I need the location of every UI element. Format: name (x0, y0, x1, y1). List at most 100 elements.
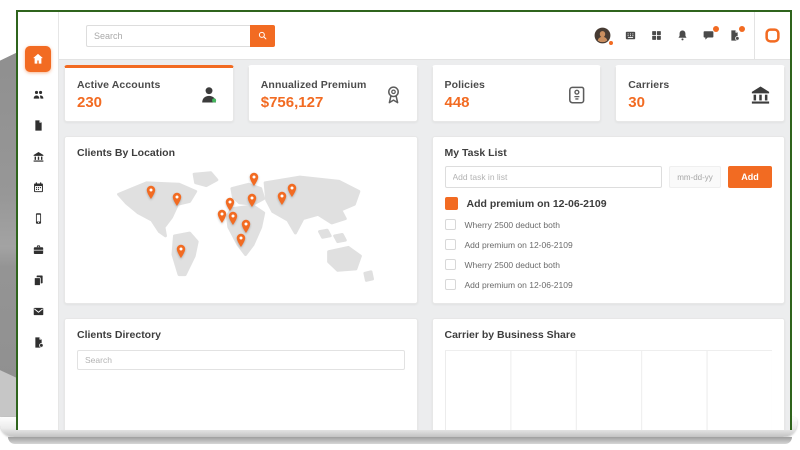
panel-title: Clients By Location (77, 147, 176, 159)
pin-icon (248, 172, 260, 187)
home-icon (31, 52, 45, 66)
notification-badge (713, 26, 719, 32)
pin-icon (227, 211, 239, 226)
panel-title: My Task List (444, 147, 507, 159)
pin-icon (286, 183, 298, 198)
topbar-notifications-button[interactable] (675, 28, 690, 43)
avatar-badge (608, 40, 614, 46)
sidebar-item-copies[interactable] (25, 271, 51, 289)
stat-value: 448 (444, 93, 470, 111)
pin-icon (145, 185, 157, 200)
phone-icon (32, 212, 45, 225)
scroll-icon (565, 83, 588, 106)
task-label: Add premium on 12-06-2109 (464, 239, 573, 250)
task-checkbox[interactable] (444, 197, 458, 210)
notification-badge (739, 26, 745, 32)
sidebar-item-business[interactable] (25, 240, 51, 258)
task-checkbox[interactable] (444, 219, 456, 230)
users-icon (32, 88, 45, 101)
laptop-base-shadow (8, 437, 792, 444)
sidebar-item-reports[interactable] (25, 333, 51, 351)
add-task-button[interactable]: Add (728, 166, 772, 188)
bottom-row: Clients Directory Carrier by Business Sh… (64, 318, 785, 430)
dashboard-content: Active Accounts 230 Annualized Premium $… (59, 60, 790, 430)
topbar-pending-docs-button[interactable] (727, 26, 745, 43)
task-item: Wherry 2500 deduct both (444, 219, 773, 230)
task-list-panel: My Task List Add Add premium on 12-06-21… (431, 136, 785, 304)
task-input-row: Add (444, 166, 772, 188)
bank-icon (32, 150, 45, 163)
stat-card: Carriers 30 (615, 65, 785, 122)
stat-card: Active Accounts 230 (64, 65, 234, 122)
search-button[interactable] (250, 24, 275, 47)
sidebar-item-mail[interactable] (25, 302, 51, 320)
stat-card: Annualized Premium $756,127 (247, 65, 418, 122)
task-label: Wherry 2500 deduct both (464, 259, 560, 270)
task-checkbox[interactable] (444, 259, 456, 270)
task-item: Add premium on 12-06-2109 (444, 197, 773, 210)
sidebar-item-carriers[interactable] (25, 147, 51, 165)
stat-cards-row: Active Accounts 230 Annualized Premium $… (64, 65, 785, 122)
grid-icon (650, 29, 663, 42)
avatar[interactable] (593, 26, 614, 46)
task-item: Add premium on 12-06-2109 (444, 279, 773, 290)
carrier-share-chart (444, 350, 772, 430)
stat-label: Carriers (628, 78, 670, 91)
bank-icon (749, 83, 772, 106)
topbar-apps-grid-button[interactable] (649, 28, 664, 43)
map-pin[interactable] (246, 193, 258, 208)
map-pin[interactable] (145, 185, 157, 200)
clients-by-location-panel: Clients By Location (64, 136, 418, 304)
sidebar-item-mobile[interactable] (25, 209, 51, 227)
task-label: Add premium on 12-06-2109 (466, 197, 607, 210)
pin-icon (171, 192, 183, 207)
task-checkbox[interactable] (444, 239, 456, 250)
map-pin[interactable] (171, 192, 183, 207)
pin-icon (175, 244, 187, 259)
directory-search-input[interactable] (77, 350, 405, 370)
map-pin[interactable] (248, 172, 260, 187)
task-date-input[interactable] (669, 166, 721, 188)
panel-title: Carrier by Business Share (444, 329, 576, 341)
brand-logo-icon (763, 26, 782, 45)
stat-value: 230 (77, 93, 103, 111)
sidebar-item-home[interactable] (25, 46, 51, 72)
topbar-actions (593, 26, 754, 46)
topbar-messages-button[interactable] (701, 26, 719, 43)
sidebar-item-calendar[interactable] (25, 178, 51, 196)
clients-directory-panel: Clients Directory (64, 318, 418, 430)
doc-badge-icon (32, 336, 45, 349)
carrier-share-panel: Carrier by Business Share (431, 318, 785, 430)
map-pin[interactable] (235, 233, 247, 248)
stat-label: Active Accounts (77, 78, 161, 91)
panel-title: Clients Directory (77, 329, 162, 341)
map-pin[interactable] (227, 211, 239, 226)
brand-logo (754, 12, 790, 60)
map-pin[interactable] (276, 191, 288, 206)
map-pin[interactable] (175, 244, 187, 259)
stat-label: Annualized Premium (260, 78, 367, 91)
stat-value: 30 (628, 93, 645, 111)
calendar-icon (32, 181, 45, 194)
task-list: Add premium on 12-06-2109 Wherry 2500 de… (444, 197, 773, 290)
stat-value: $756,127 (260, 93, 324, 111)
copy-icon (32, 274, 45, 287)
sidebar-item-clients[interactable] (25, 85, 51, 103)
map-pin[interactable] (286, 183, 298, 198)
new-task-input[interactable] (444, 166, 662, 188)
task-item: Add premium on 12-06-2109 (444, 239, 773, 250)
search-input[interactable] (86, 24, 250, 47)
topbar-keypad-button[interactable] (623, 28, 638, 43)
pin-icon (235, 233, 247, 248)
search-icon (257, 30, 268, 41)
dashboard-screen: Active Accounts 230 Annualized Premium $… (16, 10, 792, 430)
topbar (59, 12, 790, 60)
task-label: Wherry 2500 deduct both (464, 219, 560, 230)
person-icon (198, 83, 221, 106)
sidebar-item-documents[interactable] (25, 116, 51, 134)
pin-icon (276, 191, 288, 206)
task-checkbox[interactable] (444, 279, 456, 290)
stat-card: Policies 448 (431, 65, 602, 122)
doc-icon (32, 119, 45, 132)
